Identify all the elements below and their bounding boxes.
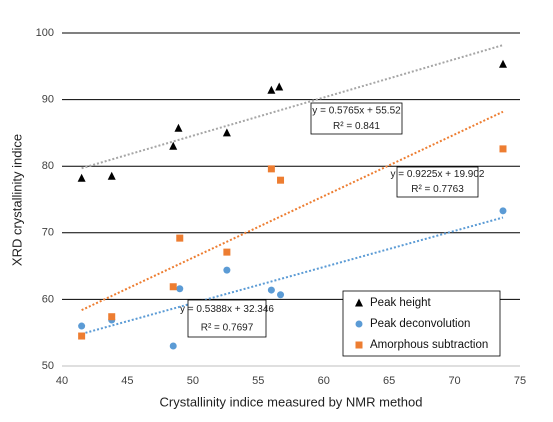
x-tick-label: 75 <box>514 375 526 387</box>
trendline <box>81 44 504 170</box>
annotation-text: y = 0.9225x + 19.902 <box>391 169 485 180</box>
legend-label: Amorphous subtraction <box>370 339 488 351</box>
legend-marker <box>355 320 363 328</box>
legend-label: Peak height <box>370 297 432 309</box>
y-tick-label: 100 <box>36 27 54 39</box>
marker <box>107 171 116 180</box>
y-axis-title: XRD crystallinity indice <box>9 134 24 266</box>
marker <box>267 85 276 94</box>
legend-marker <box>355 298 363 307</box>
annotation-box <box>187 299 267 338</box>
marker <box>222 128 231 137</box>
x-tick-label: 40 <box>56 375 68 387</box>
x-tick-label: 45 <box>121 375 133 387</box>
marker <box>499 207 507 215</box>
marker <box>275 82 284 91</box>
x-tick-label: 65 <box>383 375 395 387</box>
x-axis-title: Crystallinity indice measured by NMR met… <box>160 394 423 409</box>
marker <box>169 283 177 291</box>
marker <box>108 313 116 321</box>
marker <box>267 165 275 173</box>
annotation-text: y = 0.5765x + 55.52 <box>312 105 401 116</box>
y-tick-label: 70 <box>42 227 54 239</box>
annotation-box <box>396 166 479 198</box>
x-tick-label: 50 <box>187 375 199 387</box>
marker <box>267 286 275 294</box>
annotation-text: R² = 0.7763 <box>411 184 464 195</box>
x-tick-label: 70 <box>448 375 460 387</box>
annotation-text: y = 0.5388x + 32.346 <box>180 304 274 315</box>
marker <box>277 176 285 184</box>
x-tick-label: 55 <box>252 375 264 387</box>
y-tick-label: 80 <box>42 160 54 172</box>
marker <box>78 322 86 330</box>
marker <box>77 173 86 182</box>
y-tick-label: 60 <box>42 293 54 305</box>
marker <box>223 266 231 274</box>
marker <box>498 59 507 68</box>
marker <box>78 332 86 340</box>
x-tick-label: 60 <box>318 375 330 387</box>
marker <box>277 291 285 299</box>
y-tick-label: 50 <box>42 360 54 372</box>
marker <box>174 123 183 132</box>
trendline <box>81 216 504 335</box>
marker <box>499 145 507 153</box>
marker <box>169 342 177 350</box>
marker <box>176 234 184 242</box>
legend-marker <box>355 341 363 349</box>
marker <box>176 285 184 293</box>
marker <box>169 141 178 150</box>
marker <box>223 248 231 256</box>
legend-label: Peak deconvolution <box>370 318 470 330</box>
legend-box <box>342 290 501 357</box>
annotation-box <box>310 102 403 135</box>
annotation-text: R² = 0.841 <box>333 121 380 132</box>
trendline <box>81 110 504 312</box>
y-tick-label: 90 <box>42 94 54 106</box>
annotation-text: R² = 0.7697 <box>201 322 254 333</box>
